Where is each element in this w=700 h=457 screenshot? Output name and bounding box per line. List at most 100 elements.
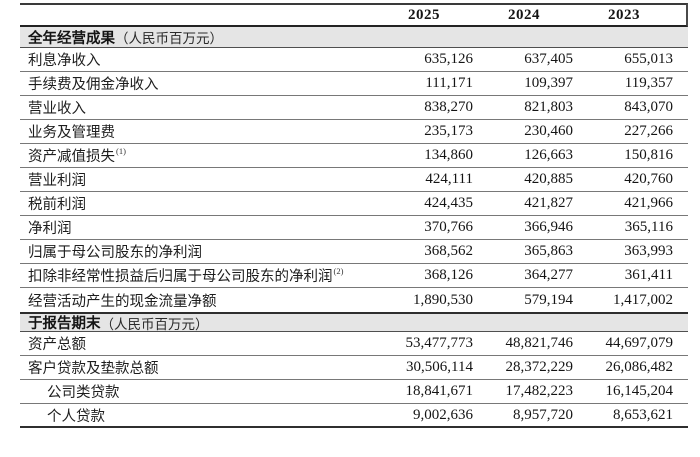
row-label: 归属于母公司股东的净利润 <box>20 241 373 262</box>
row-value-2025: 370,766 <box>424 219 473 235</box>
row-value-2023: 26,086,482 <box>605 359 674 375</box>
row-value-2023: 843,070 <box>624 99 673 115</box>
row-value-2023: 420,760 <box>624 171 673 187</box>
row-label: 业务及管理费 <box>20 121 373 142</box>
row-value-2025: 53,477,773 <box>405 335 474 351</box>
row-label: 税前利润 <box>20 193 373 214</box>
table-row: 资产总额 53,477,773 48,821,746 44,697,079 <box>20 332 688 356</box>
row-value-2025: 838,270 <box>424 99 473 115</box>
financial-table-body: 全年经营成果 （人民币百万元） 利息净收入 635,126 637,405 655… <box>20 27 688 428</box>
row-label: 公司类贷款 <box>20 381 373 402</box>
row-value-2023: 1,417,002 <box>613 291 673 308</box>
table-row: 税前利润 424,435 421,827 421,966 <box>20 192 688 216</box>
row-value-2023: 421,966 <box>624 195 673 211</box>
table-row: 公司类贷款 18,841,671 17,482,223 16,145,204 <box>20 380 688 404</box>
row-value-2023: 227,266 <box>624 123 673 139</box>
row-label: 手续费及佣金净收入 <box>20 73 373 94</box>
table-row: 营业收入 838,270 821,803 843,070 <box>20 96 688 120</box>
row-value-2025: 30,506,114 <box>406 359 473 375</box>
row-value-2023: 8,653,621 <box>613 406 673 423</box>
row-label: 营业利润 <box>20 169 373 190</box>
row-label-text: 税前利润 <box>28 197 86 213</box>
row-label-text: 归属于母公司股东的净利润 <box>28 245 202 261</box>
table-row: 扣除非经常性损益后归属于母公司股东的净利润(2) 368,126 364,277… <box>20 264 688 288</box>
section-header-row: 于报告期末 （人民币百万元） <box>20 312 688 332</box>
table-row: 归属于母公司股东的净利润 368,562 365,863 363,993 <box>20 240 688 264</box>
year-header-row: 2025 2024 2023 <box>20 3 688 27</box>
row-value-2023: 150,816 <box>624 147 673 163</box>
row-label-text: 扣除非经常性损益后归属于母公司股东的净利润 <box>28 269 333 285</box>
year-column-header: 2023 <box>608 6 640 23</box>
section-title: 于报告期末 <box>28 316 101 332</box>
row-label-text: 净利润 <box>28 221 72 237</box>
section-header-row: 全年经营成果 （人民币百万元） <box>20 27 688 48</box>
row-label: 资产总额 <box>20 333 373 354</box>
section-title: 全年经营成果 <box>28 30 115 47</box>
row-label: 经营活动产生的现金流量净额 <box>20 290 373 311</box>
row-value-2024: 366,946 <box>524 219 573 235</box>
row-value-2025: 635,126 <box>424 51 473 67</box>
row-value-2025: 134,860 <box>424 147 473 163</box>
row-value-2023: 365,116 <box>624 219 673 235</box>
row-value-2023: 44,697,079 <box>605 335 674 351</box>
row-label-text: 经营活动产生的现金流量净额 <box>28 293 217 310</box>
row-value-2025: 111,171 <box>425 75 473 91</box>
row-value-2024: 821,803 <box>524 99 573 115</box>
row-value-2024: 364,277 <box>524 267 573 283</box>
table-row: 净利润 370,766 366,946 365,116 <box>20 216 688 240</box>
financial-summary-table: 2025 2024 2023 全年经营成果 （人民币百万元） 利息净收入 635,… <box>20 3 688 428</box>
row-label: 资产减值损失(1) <box>20 145 373 166</box>
row-value-2023: 119,357 <box>624 75 673 91</box>
row-value-2024: 28,372,229 <box>505 359 574 375</box>
row-value-2024: 579,194 <box>524 291 573 308</box>
row-label-text: 个人贷款 <box>47 408 105 425</box>
table-row: 个人贷款 9,002,636 8,957,720 8,653,621 <box>20 404 688 428</box>
row-value-2024: 365,863 <box>524 243 573 259</box>
year-column-header: 2024 <box>508 6 540 23</box>
row-value-2024: 109,397 <box>524 75 573 91</box>
row-value-2024: 126,663 <box>524 147 573 163</box>
row-label-text: 营业收入 <box>28 101 86 117</box>
table-section: 于报告期末 （人民币百万元） 资产总额 53,477,773 48,821,746… <box>20 312 688 428</box>
table-row: 经营活动产生的现金流量净额 1,890,530 579,194 1,417,00… <box>20 288 688 312</box>
row-label: 营业收入 <box>20 97 373 118</box>
row-value-2023: 655,013 <box>624 51 673 67</box>
row-value-2025: 9,002,636 <box>413 406 473 423</box>
row-value-2025: 424,435 <box>424 195 473 211</box>
table-row: 手续费及佣金净收入 111,171 109,397 119,357 <box>20 72 688 96</box>
row-label: 客户贷款及垫款总额 <box>20 357 373 378</box>
row-value-2024: 8,957,720 <box>513 406 573 423</box>
table-row: 利息净收入 635,126 637,405 655,013 <box>20 48 688 72</box>
row-value-2025: 368,562 <box>424 243 473 259</box>
row-value-2025: 1,890,530 <box>413 291 473 308</box>
row-value-2025: 18,841,671 <box>405 383 474 399</box>
table-row: 客户贷款及垫款总额 30,506,114 28,372,229 26,086,4… <box>20 356 688 380</box>
year-column-header: 2025 <box>408 6 440 23</box>
row-value-2025: 424,111 <box>425 171 473 187</box>
row-label: 利息净收入 <box>20 49 373 70</box>
row-value-2024: 48,821,746 <box>505 335 574 351</box>
row-value-2023: 361,411 <box>624 267 673 283</box>
section-unit-label: （人民币百万元） <box>115 31 223 46</box>
row-label-text: 客户贷款及垫款总额 <box>28 361 159 377</box>
table-row: 营业利润 424,111 420,885 420,760 <box>20 168 688 192</box>
row-label-text: 公司类贷款 <box>47 385 120 401</box>
row-label-text: 业务及管理费 <box>28 125 115 141</box>
row-label-text: 手续费及佣金净收入 <box>28 77 159 93</box>
row-value-2024: 637,405 <box>524 51 573 67</box>
row-label-text: 营业利润 <box>28 173 86 189</box>
table-row: 业务及管理费 235,173 230,460 227,266 <box>20 120 688 144</box>
row-value-2023: 16,145,204 <box>605 383 674 399</box>
section-unit-label: （人民币百万元） <box>100 316 209 332</box>
row-value-2025: 368,126 <box>424 267 473 283</box>
table-row: 资产减值损失(1) 134,860 126,663 150,816 <box>20 144 688 168</box>
row-label: 个人贷款 <box>20 405 373 426</box>
row-label: 净利润 <box>20 217 373 238</box>
row-label-text: 资产总额 <box>28 337 86 353</box>
row-value-2024: 17,482,223 <box>505 383 574 399</box>
row-value-2024: 421,827 <box>524 195 573 211</box>
row-value-2023: 363,993 <box>624 243 673 259</box>
table-section: 全年经营成果 （人民币百万元） 利息净收入 635,126 637,405 655… <box>20 27 688 312</box>
row-value-2025: 235,173 <box>424 123 473 139</box>
row-footnote-marker: (1) <box>116 146 126 157</box>
